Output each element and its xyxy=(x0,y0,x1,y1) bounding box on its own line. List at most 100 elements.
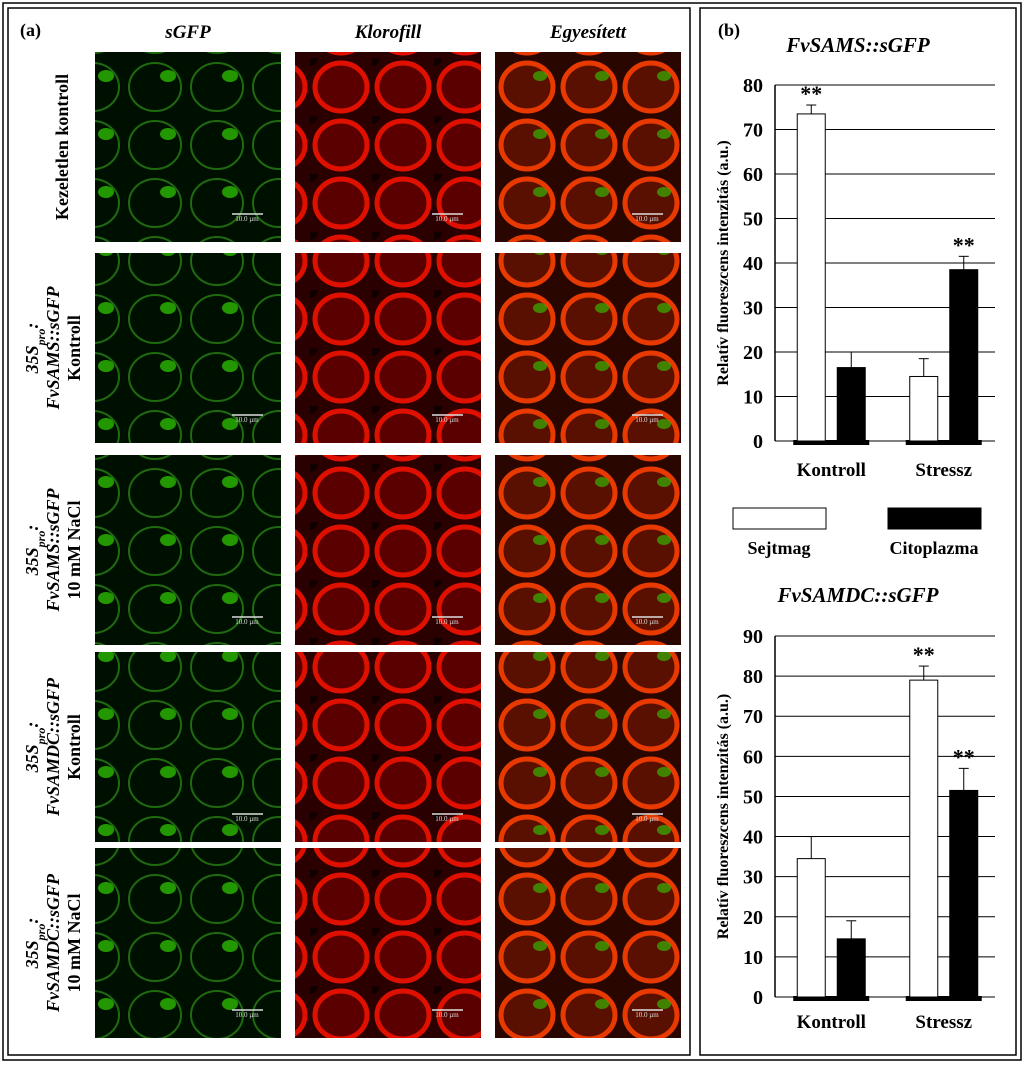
micrograph xyxy=(95,52,281,242)
row-label: FvSAMS::sGFP xyxy=(43,487,63,612)
row-label: 35Spro: xyxy=(22,525,48,577)
row-label: 10 mM NaCl xyxy=(64,501,84,600)
category-underline xyxy=(905,996,982,1001)
column-header: sGFP xyxy=(164,22,211,43)
scale-bar-label: 10.0 µm xyxy=(435,1011,459,1019)
y-tick-label: 70 xyxy=(743,706,763,728)
y-tick-label: 40 xyxy=(743,253,763,275)
significance: ** xyxy=(913,642,935,667)
y-tick-label: 60 xyxy=(743,164,763,186)
scale-bar-label: 10.0 µm xyxy=(235,815,259,823)
y-tick-label: 0 xyxy=(753,431,763,453)
scale-bar-label: 10.0 µm xyxy=(635,215,659,223)
micrograph xyxy=(295,455,481,645)
row-label-part: : xyxy=(22,918,42,924)
row-label-part: 10 mM NaCl xyxy=(64,894,84,993)
row-label-part: pro xyxy=(34,329,48,347)
scale-bar-label: 10.0 µm xyxy=(435,215,459,223)
micrograph xyxy=(95,652,281,842)
row-label: 35Spro: xyxy=(22,323,48,375)
row-label-part: 10 mM NaCl xyxy=(64,501,84,600)
row-label-part: pro xyxy=(34,531,48,549)
row-label: FvSAMDC::sGFP xyxy=(43,677,63,817)
y-tick-label: 80 xyxy=(743,666,763,688)
column-header: Egyesített xyxy=(549,22,627,43)
bar xyxy=(796,113,826,442)
scale-bar-label: 10.0 µm xyxy=(435,815,459,823)
y-tick-label: 80 xyxy=(743,75,763,97)
row-label: 35Spro: xyxy=(22,918,48,970)
scale-bar-label: 10.0 µm xyxy=(235,416,259,424)
panel-label: (b) xyxy=(718,20,740,41)
legend-label: Sejtmag xyxy=(748,538,811,558)
bar xyxy=(796,858,826,998)
y-tick-label: 20 xyxy=(743,907,763,929)
bar xyxy=(909,679,939,998)
row-label: Kontroll xyxy=(64,714,84,780)
y-tick-label: 0 xyxy=(753,987,763,1009)
y-tick-label: 10 xyxy=(743,387,763,409)
y-tick-label: 10 xyxy=(743,947,763,969)
y-tick-label: 50 xyxy=(743,209,763,231)
y-axis-label: Relatív fluoreszcens intenzitás (a.u.) xyxy=(715,694,732,939)
row-label-part: 35S xyxy=(22,744,42,773)
scale-bar-label: 10.0 µm xyxy=(635,815,659,823)
y-tick-label: 60 xyxy=(743,746,763,768)
y-tick-label: 50 xyxy=(743,786,763,808)
scale-bar-label: 10.0 µm xyxy=(635,1011,659,1019)
category-underline xyxy=(905,440,982,445)
row-label-part: Kontroll xyxy=(64,714,84,780)
row-label-part: pro xyxy=(34,924,48,942)
row-label-part: FvSAMS::sGFP xyxy=(43,487,63,612)
y-tick-label: 30 xyxy=(743,867,763,889)
row-label-part: FvSAMS::sGFP xyxy=(43,285,63,410)
micrograph xyxy=(95,455,281,645)
panel-label: (a) xyxy=(20,20,41,41)
row-label: 35Spro: xyxy=(22,722,48,774)
category-underline xyxy=(793,440,870,445)
row-label-part: : xyxy=(22,323,42,329)
x-tick-label: Stressz xyxy=(915,1012,972,1033)
row-label: 10 mM NaCl xyxy=(64,894,84,993)
bar xyxy=(836,938,866,998)
scale-bar-label: 10.0 µm xyxy=(235,618,259,626)
y-tick-label: 40 xyxy=(743,827,763,849)
micrograph xyxy=(495,652,681,842)
micrograph xyxy=(495,253,681,443)
x-tick-label: Stressz xyxy=(915,460,972,481)
x-tick-label: Kontroll xyxy=(797,460,866,481)
row-label: FvSAMDC::sGFP xyxy=(43,873,63,1013)
y-axis-label: Relatív fluoreszcens intenzitás (a.u.) xyxy=(715,140,732,385)
row-label: FvSAMS::sGFP xyxy=(43,285,63,410)
column-header: Klorofill xyxy=(354,22,422,43)
micrograph xyxy=(495,52,681,242)
row-label-part: : xyxy=(22,722,42,728)
y-tick-label: 30 xyxy=(743,298,763,320)
scale-bar-label: 10.0 µm xyxy=(635,618,659,626)
row-label-part: 35S xyxy=(22,345,42,374)
bar xyxy=(949,789,979,998)
scale-bar-label: 10.0 µm xyxy=(435,416,459,424)
scale-bar-label: 10.0 µm xyxy=(435,618,459,626)
significance: ** xyxy=(800,81,822,106)
category-underline xyxy=(793,996,870,1001)
micrograph xyxy=(95,848,281,1038)
bar xyxy=(836,367,866,442)
row-label-part: FvSAMDC::sGFP xyxy=(43,677,63,817)
scale-bar-label: 10.0 µm xyxy=(635,416,659,424)
scale-bar-label: 10.0 µm xyxy=(235,215,259,223)
chart-title: FvSAMS::sGFP xyxy=(785,33,930,57)
row-label: Kontroll xyxy=(64,315,84,381)
y-tick-label: 70 xyxy=(743,120,763,142)
row-label-part: 35S xyxy=(22,940,42,969)
micrograph xyxy=(95,253,281,443)
micrograph xyxy=(495,848,681,1038)
y-tick-label: 20 xyxy=(743,342,763,364)
bar xyxy=(949,269,979,442)
micrograph xyxy=(295,253,481,443)
legend-swatch xyxy=(887,507,982,530)
micrograph xyxy=(295,652,481,842)
row-label-part: FvSAMDC::sGFP xyxy=(43,873,63,1013)
bar xyxy=(909,375,939,442)
